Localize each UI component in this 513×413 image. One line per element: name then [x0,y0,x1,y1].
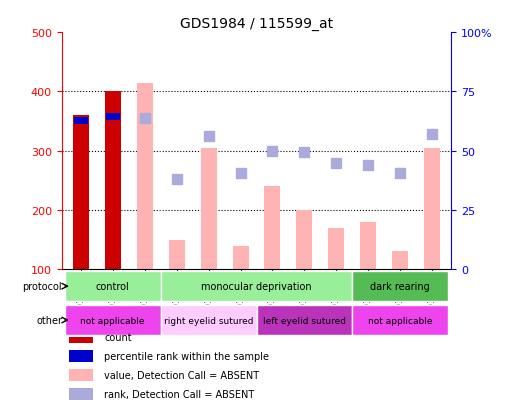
Text: not applicable: not applicable [368,316,432,325]
Bar [201,148,216,270]
Bar [69,369,93,381]
FancyBboxPatch shape [352,271,448,301]
Bar [73,118,88,125]
Text: other: other [36,315,62,325]
Text: right eyelid sutured: right eyelid sutured [164,316,253,325]
FancyBboxPatch shape [65,305,161,335]
Text: dark rearing: dark rearing [370,282,430,292]
Bar [297,211,312,270]
Text: left eyelid sutured: left eyelid sutured [263,316,346,325]
Bar [69,350,93,362]
Text: rank, Detection Call = ABSENT: rank, Detection Call = ABSENT [105,389,254,399]
Text: control: control [96,282,130,292]
Text: protocol: protocol [23,282,62,292]
Text: value, Detection Call = ABSENT: value, Detection Call = ABSENT [105,370,260,380]
Bar [136,83,153,270]
Bar [105,92,121,270]
Bar [360,222,377,270]
Bar [328,228,344,270]
Bar [169,240,185,270]
Bar [392,252,408,270]
FancyBboxPatch shape [256,305,352,335]
Bar [69,388,93,400]
FancyBboxPatch shape [65,271,161,301]
Bar [265,187,281,270]
Bar [424,148,440,270]
Title: GDS1984 / 115599_at: GDS1984 / 115599_at [180,17,333,31]
Text: not applicable: not applicable [81,316,145,325]
Bar [106,114,120,121]
FancyBboxPatch shape [161,271,352,301]
Bar [232,246,248,270]
FancyBboxPatch shape [161,305,256,335]
Text: monocular deprivation: monocular deprivation [201,282,312,292]
Text: count: count [105,332,132,342]
FancyBboxPatch shape [352,305,448,335]
Bar [73,116,89,270]
Bar [69,331,93,343]
Text: percentile rank within the sample: percentile rank within the sample [105,351,269,361]
